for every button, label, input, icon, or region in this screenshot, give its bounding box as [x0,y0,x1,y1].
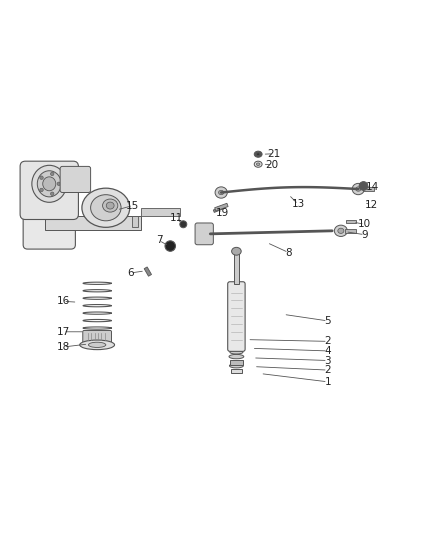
FancyBboxPatch shape [83,330,112,343]
Text: 15: 15 [126,200,139,211]
Text: 9: 9 [361,230,368,240]
Bar [363,187,374,191]
Text: 20: 20 [265,160,279,169]
Circle shape [180,221,187,228]
Bar [132,216,138,228]
Text: 2: 2 [325,365,331,375]
Text: 19: 19 [216,208,229,219]
Text: 17: 17 [57,327,70,337]
Bar [215,203,228,211]
Bar [345,229,356,233]
Ellipse shape [256,153,260,156]
Ellipse shape [102,199,118,212]
Ellipse shape [334,225,347,237]
FancyArrow shape [213,206,225,213]
Text: 7: 7 [155,236,162,245]
FancyBboxPatch shape [23,206,75,249]
Ellipse shape [219,190,224,195]
Bar [144,267,152,276]
Text: 3: 3 [325,356,331,366]
Text: 11: 11 [170,213,183,223]
Text: 13: 13 [292,199,305,209]
Circle shape [165,241,176,251]
Circle shape [359,182,368,190]
Bar [230,360,243,365]
Ellipse shape [254,161,262,167]
Text: 21: 21 [267,149,280,159]
Ellipse shape [230,364,244,368]
Ellipse shape [229,354,244,359]
Bar [45,216,141,230]
Circle shape [50,172,54,175]
Ellipse shape [356,187,361,191]
Ellipse shape [88,342,106,348]
Text: 2: 2 [325,336,331,346]
Text: 12: 12 [365,200,378,209]
Circle shape [40,176,43,180]
Ellipse shape [82,188,130,228]
Ellipse shape [338,228,344,233]
Text: 1: 1 [325,377,331,387]
Bar [346,220,356,223]
Bar [231,369,242,373]
Ellipse shape [352,183,364,195]
FancyBboxPatch shape [195,223,213,245]
Ellipse shape [254,151,262,157]
Ellipse shape [43,177,56,191]
Circle shape [50,192,54,196]
Ellipse shape [256,163,260,166]
Bar [234,251,239,284]
Text: 10: 10 [358,219,371,229]
Circle shape [57,182,60,185]
Ellipse shape [80,340,115,350]
Text: 4: 4 [325,346,331,356]
FancyBboxPatch shape [60,166,91,192]
Text: 14: 14 [366,182,379,192]
FancyBboxPatch shape [20,161,78,220]
Ellipse shape [215,187,227,198]
Text: 8: 8 [285,247,292,257]
Ellipse shape [230,351,243,354]
Text: 6: 6 [127,268,134,278]
Ellipse shape [232,247,241,255]
Ellipse shape [37,171,61,197]
Bar [141,208,180,216]
Ellipse shape [32,165,67,203]
Ellipse shape [106,202,114,209]
Text: 16: 16 [57,296,70,306]
Text: 5: 5 [325,316,331,326]
Ellipse shape [91,195,121,221]
Text: 18: 18 [57,342,70,352]
FancyBboxPatch shape [228,282,245,351]
Circle shape [40,188,43,192]
